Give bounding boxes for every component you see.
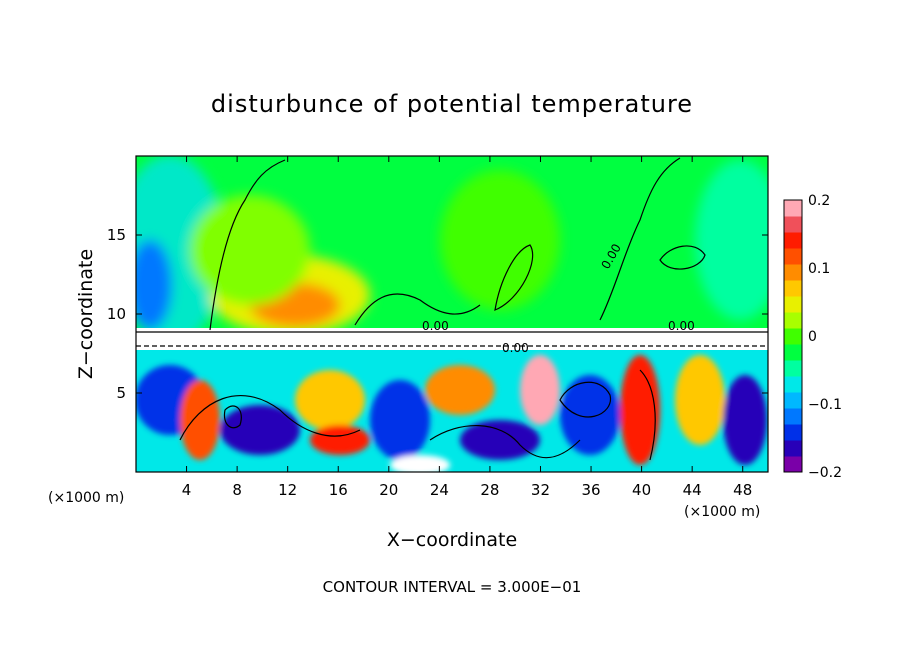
colorbar-swatch — [784, 312, 802, 329]
colorbar-swatch — [784, 456, 802, 473]
x-tick-label: 40 — [632, 481, 651, 499]
x-tick-label: 16 — [329, 481, 348, 499]
lower-blob — [520, 355, 560, 425]
colorbar-tick-label: 0.2 — [808, 193, 830, 209]
blue-region-left — [136, 240, 172, 330]
colorbar-tick-label: −0.1 — [808, 397, 842, 413]
colorbar-swatch — [784, 408, 802, 425]
contour-line — [659, 245, 706, 270]
contour-line — [559, 381, 611, 418]
lower-blob — [220, 405, 300, 455]
inversion-band — [136, 328, 768, 350]
colorbar-swatch — [784, 200, 802, 217]
y-tick-label: 10 — [107, 305, 126, 323]
colorbar-swatch — [784, 392, 802, 409]
colorbar-swatch — [784, 376, 802, 393]
colorbar-swatch — [784, 440, 802, 457]
light-green-region — [440, 170, 560, 310]
colorbar-swatch — [784, 328, 802, 345]
x-tick-label: 12 — [278, 481, 297, 499]
lower-blob — [460, 420, 540, 460]
lower-blob — [723, 375, 767, 465]
cyan-region-right — [695, 160, 768, 320]
colorbar-swatch — [784, 296, 802, 313]
x-unit-right: (×1000 m) — [684, 504, 760, 520]
x-tick-label: 44 — [683, 481, 702, 499]
lower-blob — [425, 365, 495, 415]
contour-line — [354, 293, 481, 326]
y-tick-label: 15 — [107, 226, 126, 244]
heatmap-field — [136, 156, 768, 472]
contour-interval-note: CONTOUR INTERVAL = 3.000E−01 — [323, 578, 582, 596]
y-axis: 5 10 15 — [107, 226, 768, 402]
colorbar-frame — [783, 199, 803, 473]
colorbar-swatch — [784, 424, 802, 441]
contour-line — [599, 157, 681, 321]
lower-blob — [675, 355, 725, 445]
colorbar — [783, 199, 803, 473]
colorbar-swatch — [784, 248, 802, 265]
x-tick-label: 28 — [480, 481, 499, 499]
x-tick-label: 4 — [182, 481, 192, 499]
contour-line — [223, 405, 242, 429]
chart-title: disturbunce of potential temperature — [211, 90, 693, 118]
lower-blob — [390, 455, 450, 472]
lower-blob — [370, 380, 430, 460]
x-tick-label: 36 — [581, 481, 600, 499]
x-unit-left: (×1000 m) — [48, 490, 124, 506]
colorbar-swatch — [784, 232, 802, 249]
colorbar-tick-label: 0 — [808, 329, 817, 345]
contour-label: 0.00 — [422, 319, 449, 333]
contour-line — [639, 369, 656, 461]
x-tick-label: 32 — [531, 481, 550, 499]
x-tick-label: 8 — [232, 481, 242, 499]
contour-line — [179, 394, 361, 441]
x-tick-label: 48 — [733, 481, 752, 499]
lower-blob — [620, 355, 660, 465]
x-tick-label: 20 — [379, 481, 398, 499]
colorbar-tick-label: −0.2 — [808, 465, 842, 481]
colorbar-swatch — [784, 344, 802, 361]
colorbar-tick-label: 0.1 — [808, 261, 830, 277]
colorbar-ticks: 0.2 0.1 0 −0.1 −0.2 — [808, 193, 842, 481]
lower-blob — [295, 370, 365, 430]
x-axis: 4 8 12 16 20 24 28 32 36 40 44 48 — [182, 156, 752, 499]
lime-region — [190, 195, 310, 305]
contour-line — [429, 424, 581, 459]
y-axis-label: Z−coordinate — [75, 249, 97, 379]
lower-blob — [180, 380, 220, 460]
lower-blob — [310, 425, 370, 455]
contour-label: 0.00 — [502, 341, 529, 355]
x-axis-label: X−coordinate — [387, 529, 517, 551]
colorbar-swatch — [784, 360, 802, 377]
colorbar-swatch — [784, 216, 802, 233]
y-tick-label: 5 — [116, 384, 126, 402]
x-tick-label: 24 — [430, 481, 449, 499]
colorbar-swatch — [784, 264, 802, 281]
contour-line — [209, 159, 286, 331]
colorbar-swatch — [784, 280, 802, 297]
contour-line — [494, 244, 534, 311]
lower-blob — [560, 375, 620, 455]
contour-label: 0.00 — [668, 319, 695, 333]
